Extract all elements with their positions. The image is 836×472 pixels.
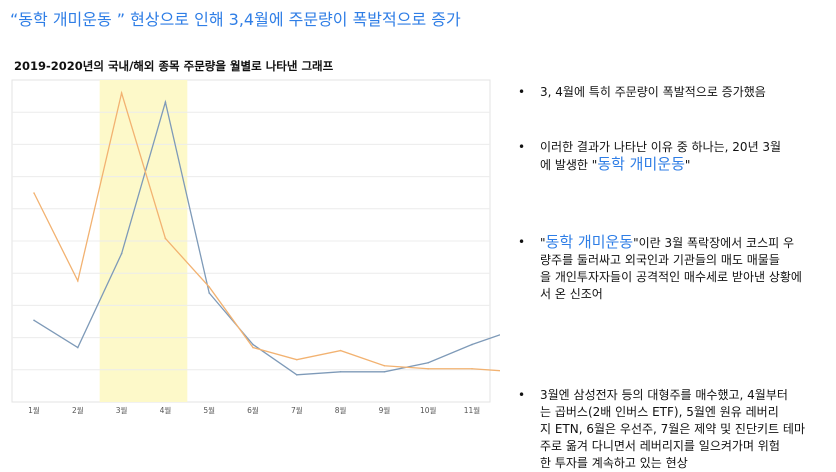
series-line-2 [33, 90, 500, 372]
x-tick-label: 1월 [28, 405, 40, 415]
data-point [77, 346, 79, 349]
series-line-1 [33, 99, 500, 376]
data-point [383, 370, 386, 373]
bullet-item: 3, 4월에 특히 주문량이 폭발적으로 증가했음 [518, 84, 818, 101]
x-tick-label: 8월 [335, 405, 347, 415]
data-point [77, 280, 79, 282]
bullet-item: "동학 개미운동"이란 3월 폭락장에서 코스피 우 량주를 둘러싸고 외국인과… [518, 234, 818, 303]
bullet-item: 3월엔 삼성전자 등의 대형주를 매수했고, 4월부터 는 곱버스(2배 인버스… [518, 387, 818, 472]
data-point [120, 92, 123, 94]
x-tick-label: 11월 [464, 405, 481, 415]
x-tick-label: 2월 [72, 405, 84, 415]
x-tick-label: 4월 [160, 405, 172, 415]
headline: “동학 개미운동 ” 현상으로 인해 3,4월에 주문량이 폭발적으로 증가 [10, 10, 461, 29]
data-point [164, 101, 167, 103]
data-point [252, 343, 254, 346]
highlight-term: 동학 개미운동 [597, 155, 685, 173]
data-point [208, 292, 210, 294]
data-point [120, 252, 123, 255]
data-point [427, 367, 430, 370]
data-point [296, 358, 298, 361]
data-point [296, 374, 298, 376]
data-point [252, 346, 254, 349]
chart-title: 2019-2020년의 국내/해외 종목 주문량을 월별로 나타낸 그래프 [14, 59, 334, 73]
x-tick-label: 10월 [420, 405, 437, 415]
data-point [164, 237, 167, 240]
data-point [383, 364, 386, 367]
data-point [33, 192, 35, 194]
x-tick-label: 7월 [291, 405, 303, 415]
bullet-item: 이러한 결과가 나타난 이유 중 하나는, 20년 3월 에 발생한 "동학 개… [518, 139, 818, 174]
bullet-list: 3, 4월에 특히 주문량이 폭발적으로 증가했음 이러한 결과가 나타난 이유… [518, 84, 818, 470]
x-tick-label: 3월 [116, 405, 128, 415]
data-point [208, 286, 210, 288]
x-tick-label: 5월 [203, 405, 215, 415]
data-point [427, 361, 430, 364]
highlight-term: 동학 개미운동 [545, 233, 634, 251]
data-point [339, 370, 342, 373]
x-tick-label: 9월 [379, 405, 391, 415]
data-point [33, 319, 35, 322]
line-chart: 국내해외1월2월3월4월5월6월7월8월9월10월11월12월 [11, 79, 500, 415]
x-tick-label: 6월 [247, 405, 259, 415]
data-point [471, 343, 473, 346]
data-point [471, 367, 473, 370]
data-point [339, 349, 342, 352]
